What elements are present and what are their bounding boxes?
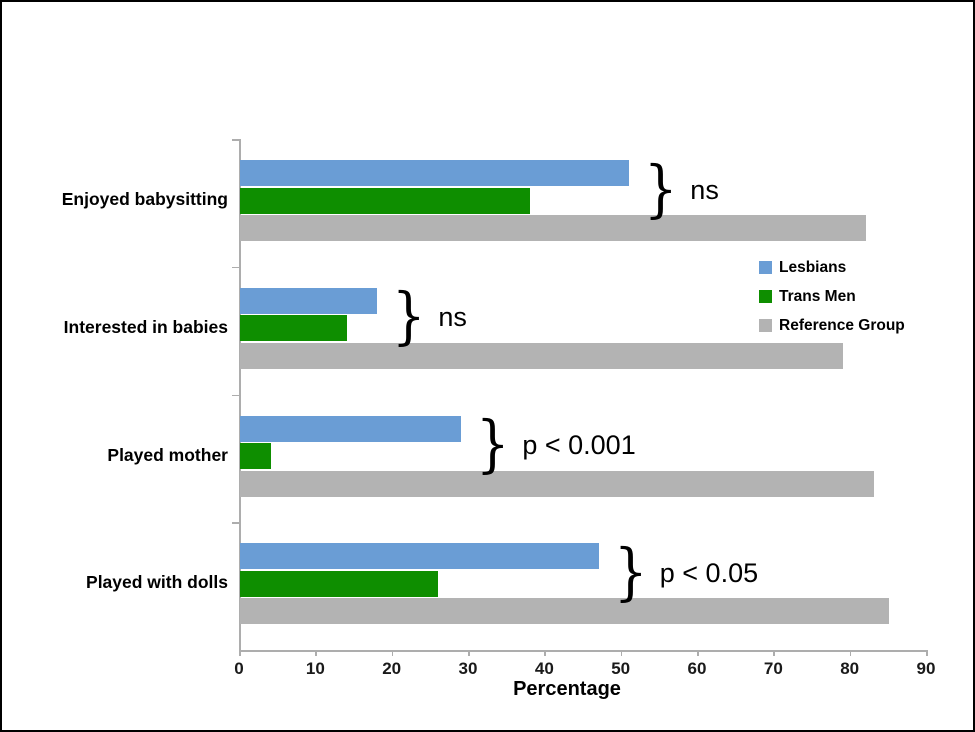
comparison-brace: } [644, 151, 678, 225]
comparison-brace: } [476, 407, 510, 480]
legend-item: Trans Men [759, 282, 905, 311]
y-axis-tick [232, 394, 240, 396]
x-tick-label: 70 [763, 659, 783, 678]
x-axis-tick [849, 650, 852, 656]
significance-label: ns [438, 302, 467, 333]
significance-label: ns [690, 174, 719, 205]
legend-swatch-icon [759, 319, 772, 332]
y-axis-tick [232, 266, 240, 269]
legend-label: Reference Group [779, 316, 905, 334]
y-axis-tick [232, 522, 240, 524]
x-axis-line [239, 650, 928, 652]
legend-label: Trans Men [779, 287, 856, 305]
significance-label: p < 0.001 [522, 430, 636, 460]
bar-trans-men [240, 315, 347, 342]
x-tick-label: 10 [305, 659, 325, 678]
x-axis-title: Percentage [513, 678, 621, 700]
x-axis-tick [697, 650, 699, 656]
significance-label: p < 0.05 [659, 557, 759, 588]
x-axis-tick [315, 650, 317, 656]
bar-reference-group [240, 598, 889, 625]
x-tick-label: 60 [687, 659, 707, 678]
x-tick-label: 30 [458, 659, 478, 678]
x-axis-tick [239, 650, 241, 656]
bar-reference-group [240, 342, 844, 369]
bar-trans-men [240, 187, 531, 214]
legend-swatch-icon [759, 290, 772, 303]
x-tick-label: 40 [534, 659, 554, 678]
x-axis-tick [620, 650, 623, 656]
bar-reference-group [240, 470, 874, 497]
y-axis-tick [232, 139, 240, 141]
legend-item: Reference Group [759, 311, 905, 340]
x-axis-tick [544, 650, 546, 656]
legend-item: Lesbians [759, 253, 905, 282]
bar-lesbians [240, 415, 462, 442]
bar-trans-men [240, 570, 439, 597]
category-label: Played mother [107, 444, 228, 465]
x-tick-label: 90 [916, 659, 936, 678]
bar-lesbians [240, 160, 630, 186]
comparison-brace: } [392, 279, 426, 353]
x-tick-label: 0 [234, 659, 244, 678]
x-axis-tick [773, 650, 775, 656]
bar-lesbians [240, 543, 599, 570]
x-axis-tick [468, 650, 470, 656]
bar-trans-men [240, 443, 271, 469]
legend-swatch-icon [759, 261, 772, 274]
x-axis-tick [391, 650, 394, 656]
category-label: Interested in babies [63, 316, 228, 337]
x-tick-label: 50 [611, 659, 631, 678]
bar-reference-group [240, 215, 866, 241]
legend-label: Lesbians [779, 258, 847, 276]
category-label: Played with dolls [86, 572, 228, 593]
legend: Lesbians Trans Men Reference Group [759, 253, 905, 340]
x-tick-label: 80 [840, 659, 860, 678]
category-label: Enjoyed babysitting [61, 189, 228, 209]
x-tick-label: 20 [382, 659, 402, 678]
bar-lesbians [240, 287, 378, 314]
x-axis-tick [926, 650, 928, 656]
comparison-brace: } [613, 534, 648, 608]
